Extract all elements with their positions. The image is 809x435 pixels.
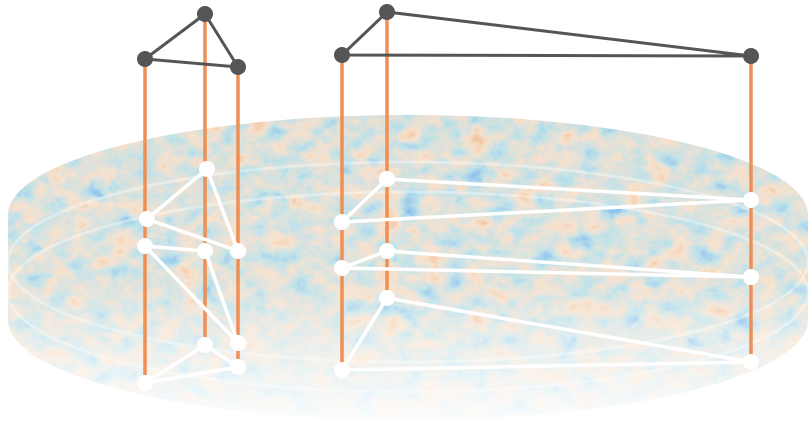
top-triangles <box>140 10 752 69</box>
disk-nodes <box>137 161 759 391</box>
disk-triangles <box>143 167 753 385</box>
cmb-disk <box>6 115 809 420</box>
top-nodes <box>137 4 759 75</box>
